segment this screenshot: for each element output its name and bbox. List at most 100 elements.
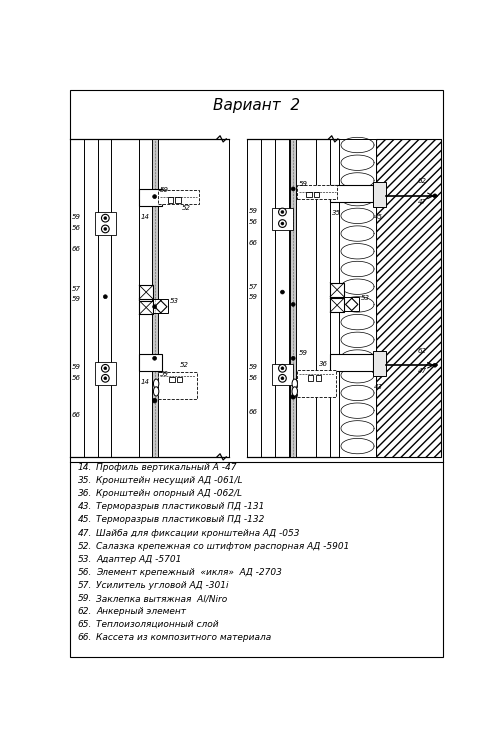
Bar <box>306 192 312 198</box>
Bar <box>372 182 386 206</box>
Text: Терморазрыв пластиковый ПД -131: Терморазрыв пластиковый ПД -131 <box>96 502 264 511</box>
Text: 59.: 59. <box>78 594 92 603</box>
Text: 47: 47 <box>418 369 427 374</box>
Text: 59: 59 <box>72 296 80 302</box>
Circle shape <box>152 357 156 360</box>
Bar <box>314 192 320 198</box>
Text: 66: 66 <box>72 411 80 417</box>
Text: 59: 59 <box>298 350 308 356</box>
Bar <box>344 297 360 311</box>
Circle shape <box>281 210 284 214</box>
Text: 57: 57 <box>248 283 258 289</box>
Text: Шайба для фиксации кронштейна АД -053: Шайба для фиксации кронштейна АД -053 <box>96 528 300 537</box>
Bar <box>158 372 197 399</box>
Text: 14.: 14. <box>78 463 92 472</box>
Ellipse shape <box>154 387 159 396</box>
Circle shape <box>104 227 107 230</box>
Bar <box>308 375 313 380</box>
Text: 47: 47 <box>418 199 427 205</box>
Text: Элемент крепежный  «икля»  АД -2703: Элемент крепежный «икля» АД -2703 <box>96 568 282 577</box>
Text: 59: 59 <box>298 181 308 186</box>
Text: 66: 66 <box>248 240 258 246</box>
Text: 56.: 56. <box>78 568 92 577</box>
Text: 56: 56 <box>248 219 258 225</box>
Bar <box>330 185 372 202</box>
Bar <box>139 189 162 206</box>
Bar <box>330 283 344 297</box>
Text: Вариант  2: Вариант 2 <box>212 98 300 113</box>
Circle shape <box>281 222 284 225</box>
Text: Кронштейн опорный АД -062/L: Кронштейн опорный АД -062/L <box>96 489 242 498</box>
Bar <box>297 185 337 199</box>
Circle shape <box>152 305 156 309</box>
Text: Терморазрыв пластиковый ПД -132: Терморазрыв пластиковый ПД -132 <box>96 516 264 525</box>
Ellipse shape <box>292 379 298 388</box>
Text: Анкерный элемент: Анкерный элемент <box>96 607 186 616</box>
Bar <box>94 362 116 386</box>
Circle shape <box>102 374 109 382</box>
Text: Кронштейн несущий АД -061/L: Кронштейн несущий АД -061/L <box>96 477 242 485</box>
Text: 59: 59 <box>72 364 80 370</box>
Circle shape <box>104 217 107 220</box>
Circle shape <box>281 377 284 380</box>
Bar <box>330 354 372 371</box>
Text: Адаптер АД -5701: Адаптер АД -5701 <box>96 555 182 564</box>
Text: 45.: 45. <box>78 516 92 525</box>
Text: 43: 43 <box>374 384 383 390</box>
Circle shape <box>278 220 286 227</box>
Circle shape <box>104 367 107 370</box>
Text: 59: 59 <box>248 294 258 300</box>
Circle shape <box>278 365 286 372</box>
Bar <box>168 198 173 203</box>
Ellipse shape <box>154 379 159 388</box>
Text: Профиль вертикальный А -47: Профиль вертикальный А -47 <box>96 463 236 472</box>
Text: 56: 56 <box>248 374 258 380</box>
Circle shape <box>104 377 107 380</box>
Bar <box>316 375 321 380</box>
Bar <box>139 285 153 299</box>
Text: 36.: 36. <box>78 489 92 498</box>
Text: 57: 57 <box>72 286 80 292</box>
Circle shape <box>152 195 156 198</box>
Text: 53: 53 <box>170 297 179 303</box>
Text: 35: 35 <box>332 209 340 216</box>
Bar <box>272 208 293 229</box>
Text: 45: 45 <box>374 215 383 221</box>
Bar <box>297 370 336 397</box>
Text: 56: 56 <box>72 374 80 380</box>
Circle shape <box>152 398 157 403</box>
Text: 66: 66 <box>72 246 80 252</box>
Text: 65.: 65. <box>78 620 92 629</box>
Circle shape <box>433 363 437 367</box>
Circle shape <box>292 187 295 191</box>
Circle shape <box>102 215 109 222</box>
Bar <box>330 298 344 312</box>
Text: 14: 14 <box>141 214 150 220</box>
Text: 35.: 35. <box>78 477 92 485</box>
Text: 57.: 57. <box>78 581 92 590</box>
Circle shape <box>281 367 284 370</box>
Bar <box>372 352 386 376</box>
Bar <box>94 212 116 235</box>
Text: 36: 36 <box>318 361 328 368</box>
Text: Салазка крепежная со штифтом распорная АД -5901: Салазка крепежная со штифтом распорная А… <box>96 542 349 551</box>
Ellipse shape <box>292 387 298 396</box>
Bar <box>376 139 441 457</box>
Bar <box>290 139 296 457</box>
Text: Усилитель угловой АД -301i: Усилитель угловой АД -301i <box>96 581 228 590</box>
Circle shape <box>278 208 286 216</box>
Circle shape <box>102 365 109 372</box>
Text: 62: 62 <box>418 348 427 354</box>
Bar <box>139 300 153 314</box>
Text: 52: 52 <box>182 205 190 211</box>
Text: 59: 59 <box>248 208 258 214</box>
Text: Заклепка вытяжная  Al/Niro: Заклепка вытяжная Al/Niro <box>96 594 228 603</box>
Circle shape <box>102 225 109 233</box>
Bar <box>158 190 198 204</box>
Circle shape <box>433 194 437 198</box>
Text: 59: 59 <box>248 364 258 370</box>
Text: 66: 66 <box>248 409 258 415</box>
Text: 62: 62 <box>418 178 427 184</box>
Bar <box>169 377 174 382</box>
Circle shape <box>291 394 296 399</box>
